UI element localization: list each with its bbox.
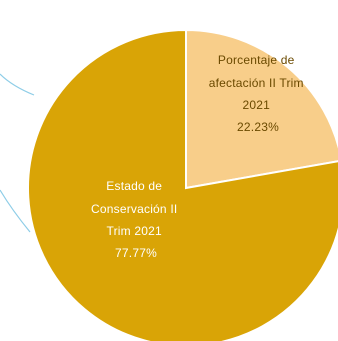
slice-label-conservacion-line-2: Conservación II <box>91 202 177 216</box>
leader-lines <box>0 73 35 233</box>
pie-slices <box>27 28 338 341</box>
slice-label-afectacion: Porcentaje de afectación II Trim 2021 22… <box>209 53 308 134</box>
leader-line-upper <box>0 73 35 96</box>
slice-label-afectacion-line-2: afectación II Trim <box>209 76 304 90</box>
pie-slice-conservacion <box>27 28 338 341</box>
slice-label-afectacion-line-3: 2021 <box>242 98 270 112</box>
slice-label-conservacion-line-3: Trim 2021 <box>107 224 162 238</box>
slice-label-conservacion-percent: 77.77% <box>115 246 157 260</box>
leader-line-lower <box>0 189 31 233</box>
slice-label-conservacion-line-1: Estado de <box>106 179 162 193</box>
slice-label-conservacion: Estado de Conservación II Trim 2021 77.7… <box>91 179 181 260</box>
slice-label-afectacion-line-1: Porcentaje de <box>218 53 295 67</box>
pie-slice-afectacion <box>185 28 338 190</box>
slice-label-afectacion-percent: 22.23% <box>237 120 279 134</box>
